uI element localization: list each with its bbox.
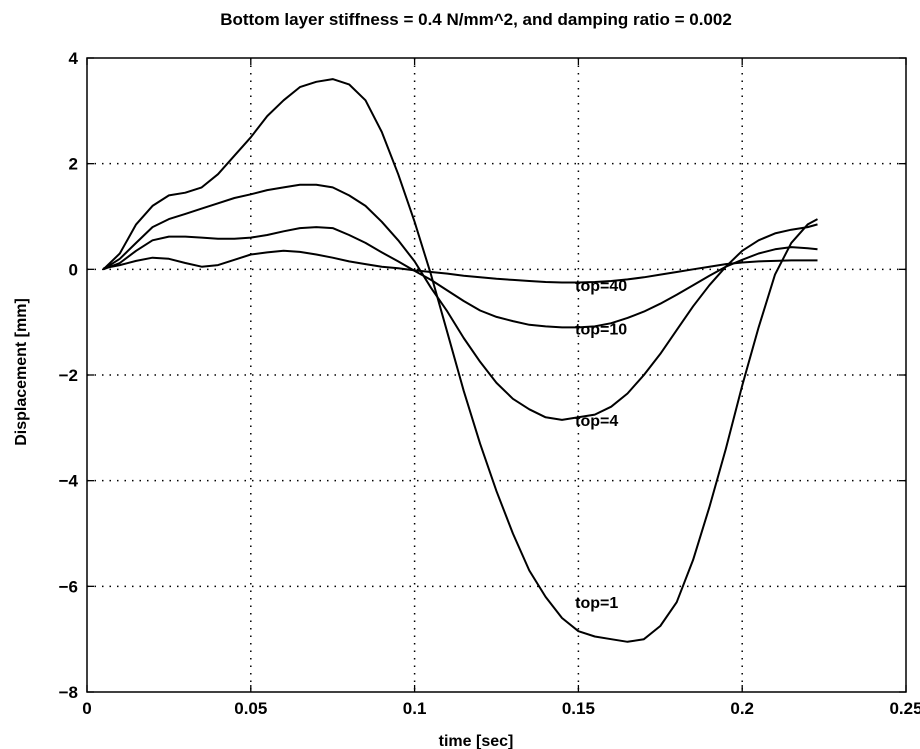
axis-ticks: 0 0.05 0.1 0.15 0.2 0.25 −8 −6 −4 −2 0 2 4	[59, 49, 920, 718]
x-tick-label: 0	[82, 699, 91, 718]
series-lines	[102, 78, 818, 643]
y-tick-label: −8	[59, 683, 78, 702]
series-line-top-40	[103, 249, 818, 284]
y-axis-label: Displacement [mm]	[13, 298, 30, 446]
x-tick-label: 0.05	[234, 699, 267, 718]
curve-label: top=4	[575, 413, 618, 430]
plot-area	[87, 58, 906, 692]
y-tick-label: −6	[59, 577, 78, 596]
series-line-top-4	[102, 183, 818, 421]
series-line-top-10	[103, 226, 818, 329]
curve-label: top=10	[575, 322, 627, 339]
y-tick-label: 0	[69, 260, 78, 279]
y-tick-label: 2	[69, 155, 78, 174]
curve-label: top=40	[575, 278, 627, 295]
y-tick-label: −2	[59, 366, 78, 385]
series-line-top-1	[102, 78, 818, 643]
x-tick-label: 0.25	[889, 699, 920, 718]
x-tick-label: 0.1	[403, 699, 427, 718]
y-tick-label: 4	[69, 49, 79, 68]
x-axis-label: time [sec]	[439, 733, 514, 749]
curve-labels: top=40 top=10 top=4 top=1	[575, 278, 627, 612]
x-tick-label: 0.15	[562, 699, 595, 718]
x-tick-label: 0.2	[730, 699, 754, 718]
curve-label: top=1	[575, 595, 618, 612]
y-tick-label: −4	[59, 472, 79, 491]
chart-title: Bottom layer stiffness = 0.4 N/mm^2, and…	[220, 10, 732, 29]
grid	[87, 58, 906, 692]
